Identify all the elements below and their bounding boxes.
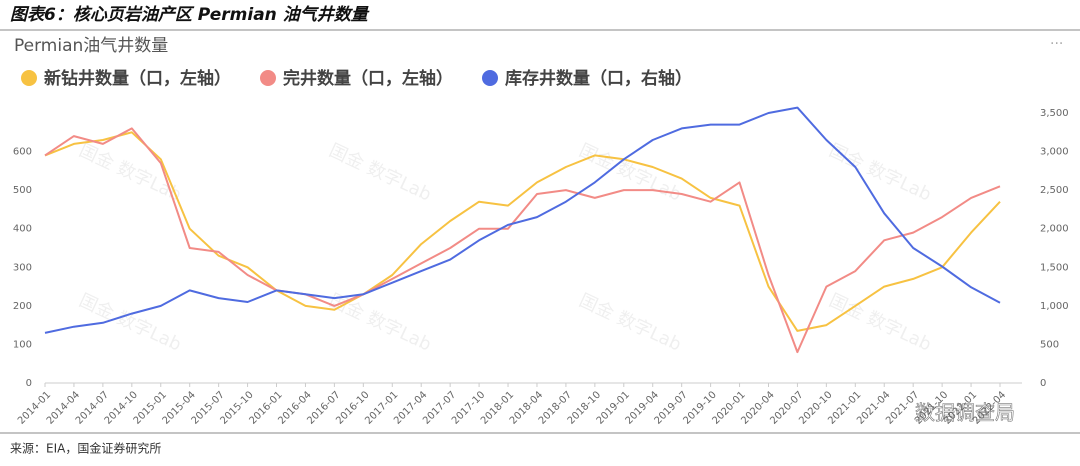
watermark: 国金 数字Lab [76,140,185,206]
y2-tick-label: 3,500 [1040,108,1069,119]
watermark: 国金 数字Lab [76,290,185,356]
y-tick-label: 0 [26,378,32,389]
chart-subtitle: Permian油气井数量 [14,36,168,56]
legend-label: 新钻井数量（口，左轴） [44,68,231,89]
figure-title: 图表6：核心页岩油产区 Permian 油气井数量 [10,5,370,25]
y-tick-label: 400 [13,224,32,235]
menu-icon[interactable]: ··· [1050,36,1063,52]
legend-marker [21,70,37,86]
y2-tick-label: 2,000 [1040,224,1069,235]
y-tick-label: 100 [13,339,32,350]
y2-tick-label: 2,500 [1040,185,1069,196]
series-line [44,106,1001,334]
y-tick-label: 500 [13,185,32,196]
watermark: 国金 数字Lab [326,290,435,356]
watermark: 国金 数字Lab [576,290,685,356]
legend-marker [482,70,498,86]
y-tick-label: 200 [13,301,32,312]
y-tick-label: 300 [13,262,32,273]
source: 来源：EIA，国金证券研究所 [10,441,161,456]
y2-tick-label: 1,000 [1040,301,1069,312]
y2-tick-label: 1,500 [1040,262,1069,273]
y2-tick-label: 500 [1040,339,1059,350]
watermark: 国金 数字Lab [826,290,935,356]
series-line [44,131,1001,332]
logo-text: 数据调查局 [915,401,1015,425]
watermark: 国金 数字Lab [826,140,935,206]
legend-label: 完井数量（口，左轴） [283,68,453,89]
y-tick-label: 600 [13,147,32,158]
y2-tick-label: 0 [1040,378,1046,389]
watermark: 国金 数字Lab [326,140,435,206]
series-line [44,127,1001,354]
y2-tick-label: 3,000 [1040,147,1069,158]
legend-label: 库存井数量（口，右轴） [505,68,692,89]
legend-marker [260,70,276,86]
